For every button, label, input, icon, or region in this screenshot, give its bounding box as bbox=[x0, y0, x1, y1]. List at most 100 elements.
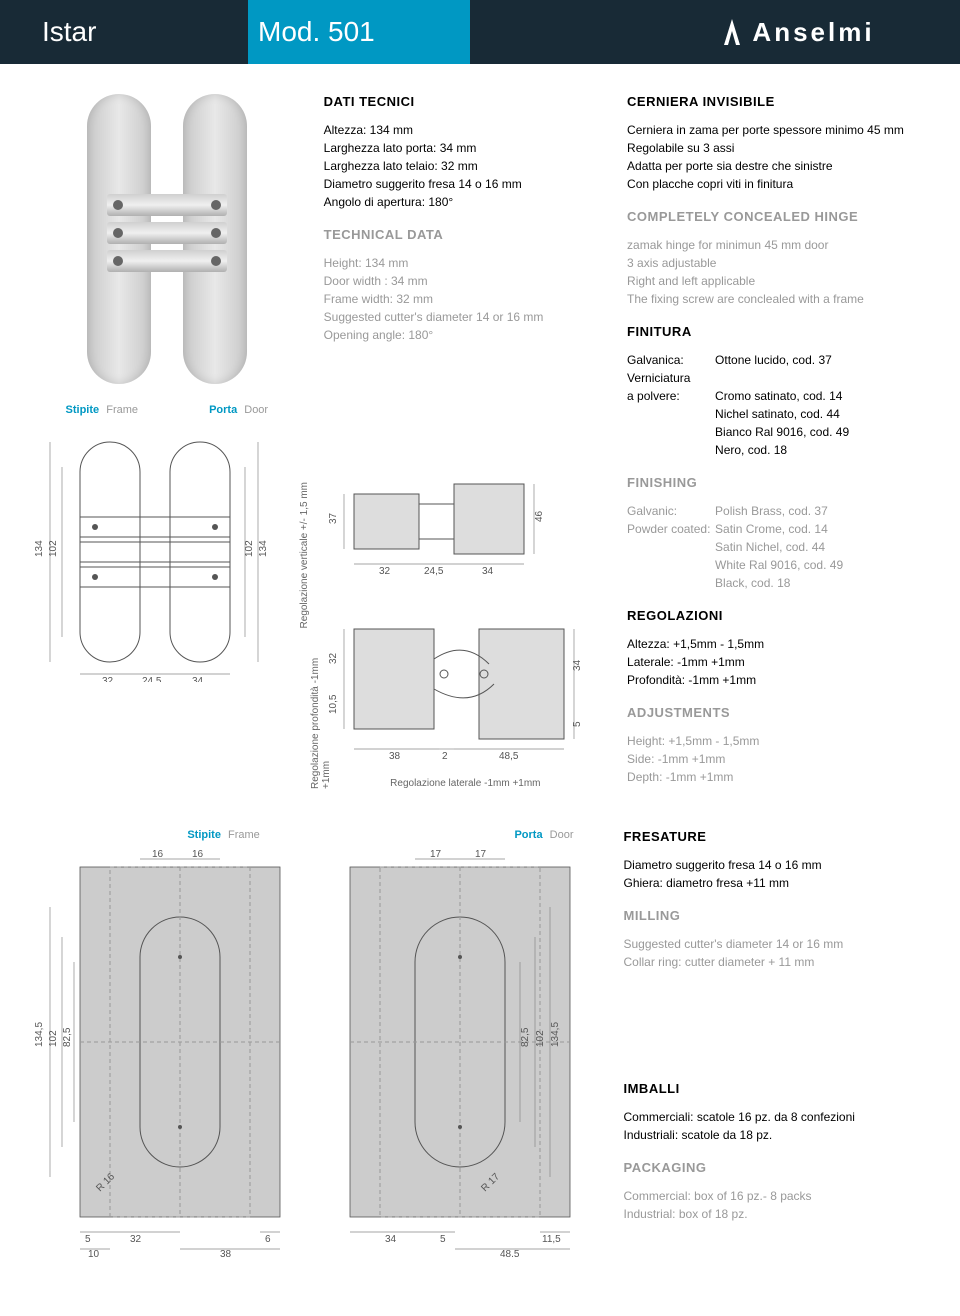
front-view-drawing: 134 102 102 134 32 24,5 34 Regolazione v… bbox=[30, 422, 304, 687]
title-finishing: FINISHING bbox=[627, 475, 930, 490]
svg-text:24,5: 24,5 bbox=[142, 676, 162, 682]
frame-door-labels: Stipite Frame Porta Door bbox=[30, 404, 304, 416]
title-finitura: FINITURA bbox=[627, 324, 930, 339]
fin-label: Galvanic: bbox=[627, 502, 715, 520]
spec: Con placche copri viti in finitura bbox=[627, 175, 930, 193]
spec: Altezza: 134 mm bbox=[324, 121, 607, 139]
spec: Suggested cutter's diameter 14 or 16 mm bbox=[623, 935, 930, 953]
svg-text:134: 134 bbox=[258, 540, 269, 557]
spec: Commerciali: scatole 16 pz. da 8 confezi… bbox=[623, 1108, 930, 1126]
label-frame: Frame bbox=[106, 404, 138, 416]
product-line: Istar bbox=[0, 0, 248, 64]
svg-text:48,5: 48,5 bbox=[499, 751, 519, 762]
svg-text:48,5: 48,5 bbox=[500, 1249, 520, 1257]
top-view-drawing: 37 46 32 24,5 34 bbox=[324, 464, 607, 589]
spec: Adatta per porte sia destre che sinistre bbox=[627, 157, 930, 175]
svg-text:32: 32 bbox=[102, 676, 114, 682]
fin-val: Cromo satinato, cod. 14 bbox=[715, 387, 930, 405]
spec: Collar ring: cutter diameter + 11 mm bbox=[623, 953, 930, 971]
fin-label: a polvere: bbox=[627, 387, 715, 405]
svg-text:46: 46 bbox=[534, 510, 545, 522]
svg-text:32: 32 bbox=[130, 1234, 142, 1245]
svg-text:34: 34 bbox=[192, 676, 204, 682]
header-spacer bbox=[470, 0, 635, 64]
label-porta: Porta bbox=[209, 404, 237, 416]
title-adjustments: ADJUSTMENTS bbox=[627, 705, 930, 720]
svg-text:34: 34 bbox=[572, 659, 583, 671]
label-porta2: Porta bbox=[514, 829, 542, 841]
label-reg-prof: Regolazione profondità -1mm +1mm bbox=[310, 629, 332, 789]
svg-text:2: 2 bbox=[442, 751, 448, 762]
fin-label: Powder coated: bbox=[627, 520, 715, 538]
spec: Ghiera: diametro fresa +11 mm bbox=[623, 874, 930, 892]
spec: Angolo di apertura: 180° bbox=[324, 193, 607, 211]
side-view-drawing: Regolazione profondità -1mm +1mm 32 10,5… bbox=[324, 609, 607, 789]
spec: Diametro suggerito fresa 14 o 16 mm bbox=[623, 856, 930, 874]
fin-val: Satin Crome, cod. 14 bbox=[715, 520, 930, 538]
svg-text:38: 38 bbox=[220, 1249, 232, 1257]
title-regolazioni: REGOLAZIONI bbox=[627, 608, 930, 623]
svg-text:32: 32 bbox=[379, 566, 391, 577]
svg-text:16: 16 bbox=[192, 849, 204, 860]
label-stipite: Stipite bbox=[66, 404, 100, 416]
spec: Regolabile su 3 assi bbox=[627, 139, 930, 157]
svg-text:17: 17 bbox=[430, 849, 442, 860]
label-frame2: Frame bbox=[228, 829, 260, 841]
fin-val: Ottone lucido, cod. 37 bbox=[715, 351, 930, 369]
milling-drawings: 16 16 134,5 102 82,5 R 16 5 32 6 10 38 bbox=[30, 847, 603, 1257]
spec: Commercial: box of 16 pz.- 8 packs bbox=[623, 1187, 930, 1205]
spec: Larghezza lato telaio: 32 mm bbox=[324, 157, 607, 175]
spec: Side: -1mm +1mm bbox=[627, 750, 930, 768]
title-fresature: FRESATURE bbox=[623, 829, 930, 844]
brand-logo: Anselmi bbox=[635, 0, 960, 64]
spec: Height: +1,5mm - 1,5mm bbox=[627, 732, 930, 750]
label-reg-lat: Regolazione laterale -1mm +1mm bbox=[324, 778, 607, 789]
spec: Height: 134 mm bbox=[324, 254, 607, 272]
label-reg-vert: Regolazione verticale +/- 1,5 mm bbox=[299, 482, 310, 628]
spec: Laterale: -1mm +1mm bbox=[627, 653, 930, 671]
spec: zamak hinge for minimun 45 mm door bbox=[627, 236, 930, 254]
spec: Opening angle: 180° bbox=[324, 326, 607, 344]
spec: Diametro suggerito fresa 14 o 16 mm bbox=[324, 175, 607, 193]
svg-text:5: 5 bbox=[572, 721, 583, 727]
svg-text:17: 17 bbox=[475, 849, 487, 860]
svg-text:134,5: 134,5 bbox=[34, 1022, 45, 1047]
title-concealed: COMPLETELY CONCEALED HINGE bbox=[627, 209, 930, 224]
svg-text:11,5: 11,5 bbox=[542, 1234, 561, 1245]
title-technical-data: TECHNICAL DATA bbox=[324, 227, 607, 242]
spec: Frame width: 32 mm bbox=[324, 290, 607, 308]
svg-text:102: 102 bbox=[535, 1030, 546, 1047]
svg-text:134,5: 134,5 bbox=[550, 1022, 561, 1047]
svg-text:37: 37 bbox=[328, 512, 339, 524]
spec: Altezza: +1,5mm - 1,5mm bbox=[627, 635, 930, 653]
fin-val: White Ral 9016, cod. 49 bbox=[715, 556, 930, 574]
svg-text:134: 134 bbox=[34, 540, 45, 557]
label-stipite2: Stipite bbox=[187, 829, 221, 841]
fin-val: Polish Brass, cod. 37 bbox=[715, 502, 930, 520]
svg-text:5: 5 bbox=[85, 1234, 91, 1245]
svg-text:5: 5 bbox=[440, 1234, 446, 1245]
spec: Door width : 34 mm bbox=[324, 272, 607, 290]
svg-text:34: 34 bbox=[482, 566, 494, 577]
fin-val: Satin Nichel, cod. 44 bbox=[715, 538, 930, 556]
fin-label: Verniciatura bbox=[627, 369, 715, 387]
title-milling: MILLING bbox=[623, 908, 930, 923]
model-number: Mod. 501 bbox=[248, 0, 470, 64]
spec: The fixing screw are conclealed with a f… bbox=[627, 290, 930, 308]
fin-val: Nichel satinato, cod. 44 bbox=[715, 405, 930, 423]
svg-text:102: 102 bbox=[48, 1030, 59, 1047]
svg-text:82,5: 82,5 bbox=[62, 1027, 73, 1047]
title-cerniera: CERNIERA INVISIBILE bbox=[627, 94, 930, 109]
spec: Cerniera in zama per porte spessore mini… bbox=[627, 121, 930, 139]
svg-text:38: 38 bbox=[389, 751, 401, 762]
fin-label: Galvanica: bbox=[627, 351, 715, 369]
svg-text:10: 10 bbox=[88, 1249, 100, 1257]
title-packaging: PACKAGING bbox=[623, 1160, 930, 1175]
product-photo bbox=[67, 94, 267, 384]
spec: 3 axis adjustable bbox=[627, 254, 930, 272]
header: Istar Mod. 501 Anselmi bbox=[0, 0, 960, 64]
fin-val: Bianco Ral 9016, cod. 49 bbox=[715, 423, 930, 441]
svg-text:82,5: 82,5 bbox=[520, 1027, 531, 1047]
svg-text:6: 6 bbox=[265, 1234, 271, 1245]
svg-text:102: 102 bbox=[48, 540, 59, 557]
